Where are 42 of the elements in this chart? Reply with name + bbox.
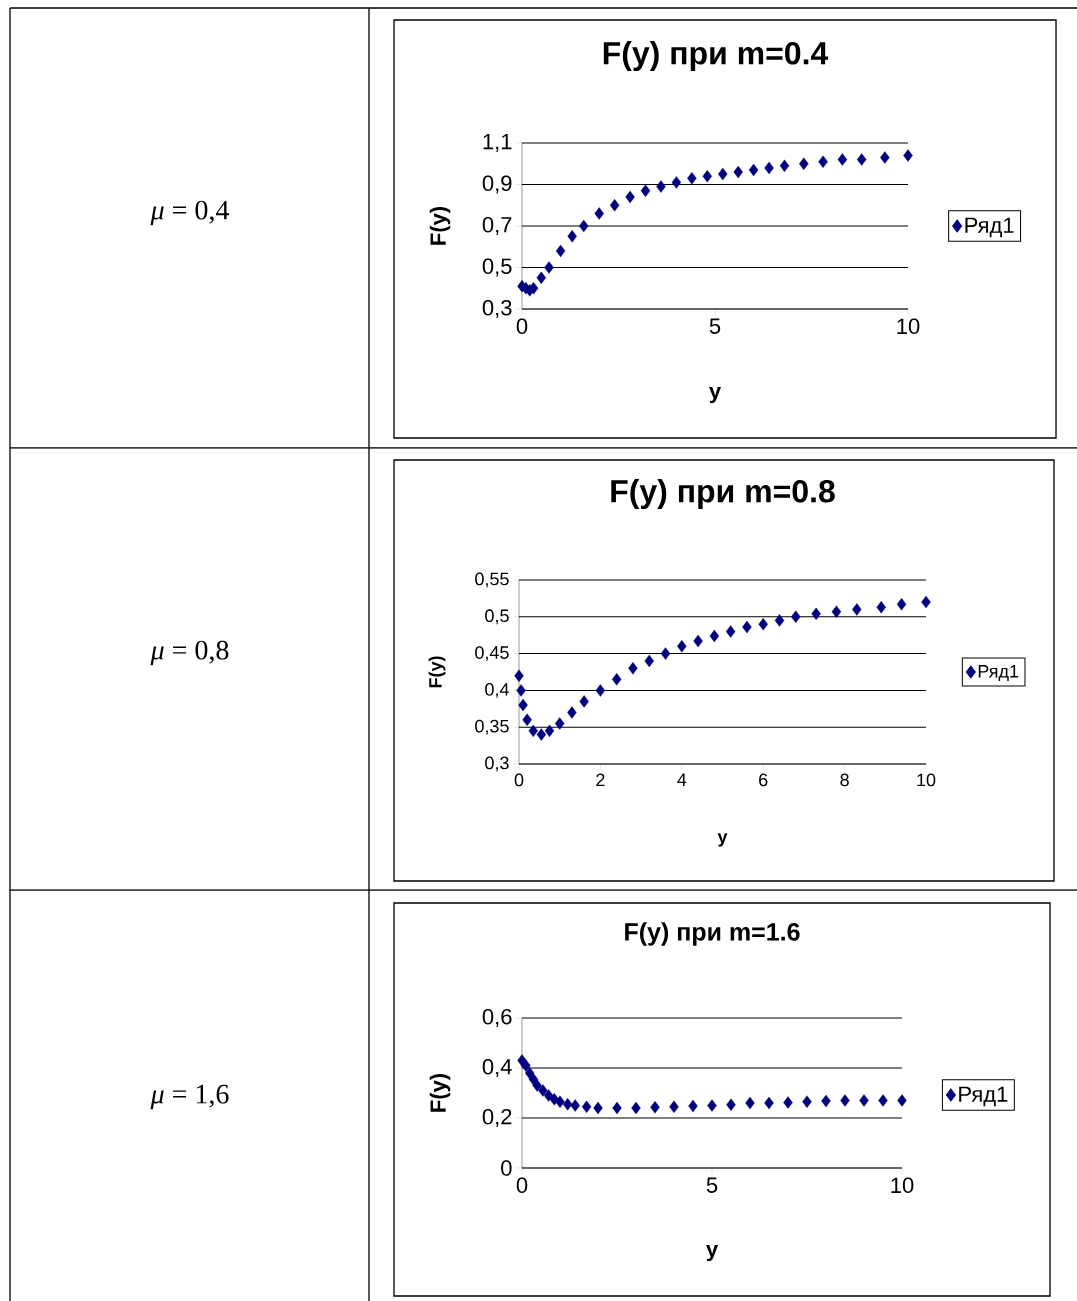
text: μ = 1,6 xyxy=(150,1084,229,1110)
x-tick-label: 2 xyxy=(596,773,605,787)
y-tick-label: 0,2 xyxy=(482,1108,512,1128)
x-tick-label: 5 xyxy=(706,1177,718,1193)
chart-title: F(y) при m=0.8 xyxy=(611,479,835,509)
x-axis-title: y xyxy=(706,1244,719,1262)
x-tick-label: 0 xyxy=(514,773,524,787)
y-tick-label: 0,6 xyxy=(482,1008,512,1028)
y-axis-title: F(y) xyxy=(428,656,446,688)
legend-label: Ряд1 xyxy=(965,217,1014,238)
x-tick-label: 8 xyxy=(840,773,849,787)
x-tick-label: 5 xyxy=(709,318,721,334)
y-tick-label: 0,45 xyxy=(475,646,509,662)
x-tick-label: 0 xyxy=(516,1177,528,1194)
x-tick-label: 10 xyxy=(897,318,920,335)
x-axis-title: y xyxy=(709,386,722,404)
y-tick-label: 1,1 xyxy=(483,134,512,152)
legend-label: Ряд1 xyxy=(978,665,1019,682)
x-tick-label: 10 xyxy=(891,1177,914,1194)
y-tick-label: 0,5 xyxy=(485,609,509,625)
chart-title: F(y) при m=0.4 xyxy=(603,41,829,71)
text: μ = 0,8 xyxy=(150,640,229,666)
y-tick-label: 0,3 xyxy=(485,756,509,772)
y-tick-label: 0,4 xyxy=(485,682,509,698)
x-tick-label: 0 xyxy=(516,318,528,335)
y-tick-label: 0,55 xyxy=(475,572,509,588)
y-tick-label: 0,4 xyxy=(482,1058,512,1078)
x-tick-label: 4 xyxy=(677,773,687,786)
y-tick-label: 0,7 xyxy=(482,216,512,236)
x-tick-label: 6 xyxy=(759,773,768,787)
x-axis-title: y xyxy=(717,833,728,847)
text: μ = 0,4 xyxy=(150,200,229,226)
y-tick-label: 0,3 xyxy=(482,299,512,319)
x-tick-label: 10 xyxy=(917,773,936,787)
chart-title: F(y) при m=1.6 xyxy=(625,922,800,946)
y-axis-title: F(y) xyxy=(429,1073,451,1112)
y-axis-title: F(y) xyxy=(429,206,451,245)
y-tick-label: 0,5 xyxy=(482,258,512,277)
legend-label: Ряд1 xyxy=(959,1086,1008,1107)
y-tick-label: 0 xyxy=(501,1160,512,1176)
y-tick-label: 0,9 xyxy=(482,175,512,194)
y-tick-label: 0,35 xyxy=(475,719,509,735)
